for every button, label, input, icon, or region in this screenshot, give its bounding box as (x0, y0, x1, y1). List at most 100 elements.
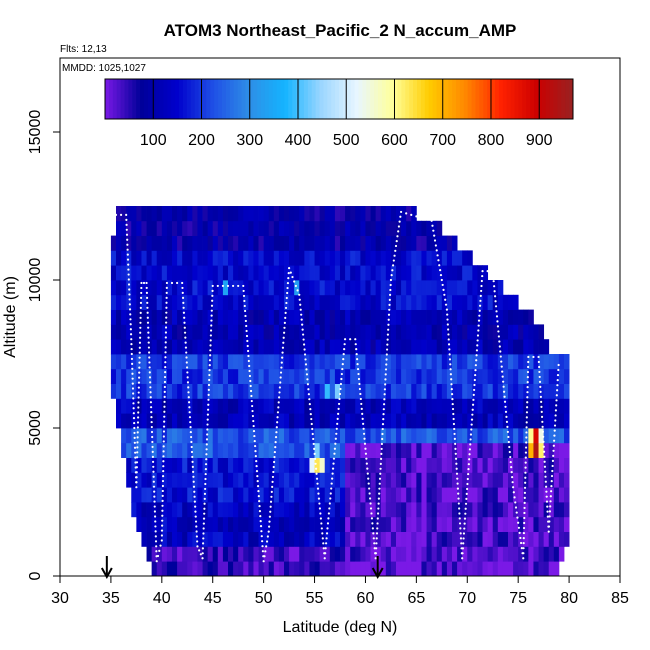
track-point (205, 448, 208, 451)
track-point (379, 462, 382, 465)
track-point (458, 512, 461, 515)
track-point (196, 540, 199, 543)
heatmap-cell (558, 428, 565, 444)
heatmap-cell (340, 368, 346, 384)
heatmap-cell (345, 294, 351, 310)
heatmap-cell (446, 502, 453, 518)
heatmap-cell (416, 428, 422, 444)
track-point (452, 422, 456, 426)
track-point (181, 281, 184, 285)
track-point (313, 452, 316, 455)
heatmap-cell (253, 502, 259, 518)
heatmap-cell (487, 516, 494, 532)
colorbar-segment (280, 79, 285, 119)
heatmap-cell (477, 398, 483, 414)
heatmap-cell (233, 309, 239, 325)
track-point (508, 450, 511, 454)
track-point (517, 526, 521, 529)
heatmap-cell (558, 516, 565, 532)
heatmap-cell (294, 516, 300, 532)
heatmap-cell (314, 324, 321, 340)
track-point (524, 466, 527, 469)
heatmap-cell (233, 487, 239, 503)
track-point (459, 527, 462, 530)
track-point (542, 440, 545, 443)
heatmap-cell (284, 368, 290, 384)
heatmap-cell (228, 206, 234, 222)
heatmap-cell (497, 294, 504, 310)
heatmap-cell (228, 413, 234, 429)
heatmap-cell (441, 309, 448, 325)
track-point (137, 391, 140, 394)
colorbar-segment (541, 79, 547, 119)
heatmap-cell (299, 354, 305, 370)
heatmap-cell (452, 294, 458, 310)
heatmap-cell (390, 383, 397, 399)
heatmap-cell (248, 368, 254, 384)
track-point (153, 500, 156, 503)
heatmap-cell (314, 428, 321, 444)
heatmap-cell (314, 516, 321, 532)
track-point (526, 401, 529, 404)
track-point (277, 401, 280, 404)
heatmap-cell (263, 383, 270, 399)
heatmap-cell (334, 487, 341, 503)
track-point (268, 520, 271, 523)
heatmap-cell (172, 413, 178, 429)
heatmap-cell (472, 309, 478, 325)
heatmap-cell (273, 561, 280, 577)
heatmap-cell (116, 398, 122, 414)
heatmap-cell (238, 280, 244, 296)
heatmap-cell (462, 383, 468, 399)
track-point (337, 412, 340, 415)
heatmap-cell (258, 280, 265, 296)
heatmap-cell (146, 457, 153, 473)
heatmap-cell (401, 472, 407, 488)
heatmap-cell (426, 561, 433, 577)
heatmap-cell (294, 457, 300, 473)
heatmap-cell (436, 546, 443, 562)
track-point (261, 545, 264, 548)
heatmap-cell (390, 516, 397, 532)
track-point (161, 494, 164, 498)
heatmap-cell (523, 398, 529, 414)
heatmap-cell (146, 206, 153, 222)
heatmap-cell (141, 472, 147, 488)
track-point (368, 492, 371, 495)
heatmap-cell (146, 502, 153, 518)
track-point (164, 351, 167, 354)
heatmap-cell (131, 472, 137, 488)
heatmap-cell (197, 487, 203, 503)
colorbar-segment (444, 79, 449, 119)
heatmap-cell (401, 265, 407, 281)
heatmap-cell (345, 206, 351, 222)
heatmap-cell (416, 413, 422, 429)
track-point (385, 348, 389, 351)
heatmap-cell (319, 398, 326, 414)
heatmap-cell (421, 546, 427, 562)
heatmap-cell (340, 383, 346, 399)
heatmap-cell (273, 442, 280, 458)
track-point (209, 339, 212, 342)
heatmap-cell (126, 280, 132, 296)
heatmap-cell (528, 546, 534, 562)
track-point (265, 540, 269, 543)
track-point (329, 497, 332, 500)
track-point (209, 354, 212, 357)
heatmap-cell (151, 546, 158, 562)
track-point (470, 418, 474, 421)
heatmap-cell (523, 457, 529, 473)
track-point (279, 381, 282, 384)
heatmap-cell (508, 531, 514, 547)
track-point (453, 427, 456, 431)
heatmap-cell (243, 324, 249, 340)
track-point (454, 452, 457, 455)
heatmap-cell (411, 383, 417, 399)
heatmap-cell (401, 206, 407, 222)
heatmap-cell (426, 324, 433, 340)
heatmap-cell (502, 294, 509, 310)
track-point (208, 359, 212, 362)
track-point (154, 525, 157, 528)
heatmap-cell (329, 546, 336, 562)
track-point (130, 347, 133, 351)
